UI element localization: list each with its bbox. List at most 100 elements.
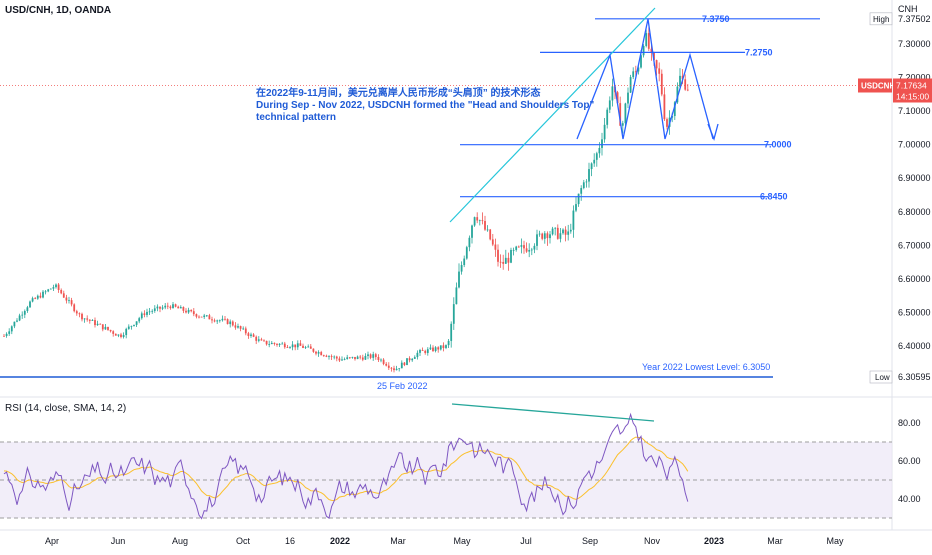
candle (153, 305, 156, 313)
level-label-6.8450: 6.8450 (760, 192, 788, 202)
candle-body (387, 365, 390, 368)
candle-body (164, 305, 167, 308)
rsi-tick-label: 40.00 (898, 494, 921, 504)
time-tick-label: Nov (644, 536, 661, 546)
candle-body (562, 229, 564, 234)
last-price-value: 7.17634 (896, 80, 927, 90)
candle-body (315, 351, 317, 354)
candle-body (413, 357, 416, 359)
candle-body (523, 245, 525, 249)
candle-body (75, 311, 78, 314)
candle-body (364, 355, 367, 360)
candle (629, 74, 632, 93)
candle (419, 348, 421, 356)
candle-body (255, 336, 258, 341)
candle (632, 67, 635, 80)
candle (49, 288, 52, 290)
candle (127, 324, 130, 330)
candle-body (593, 159, 596, 164)
candle (341, 356, 343, 361)
candle (247, 331, 250, 339)
candle (231, 320, 234, 327)
candle (590, 162, 593, 177)
candle-body (120, 334, 122, 337)
candle (195, 313, 198, 319)
candle (39, 292, 42, 299)
candle (686, 83, 689, 92)
candle (645, 29, 648, 48)
candle-body (330, 356, 333, 357)
candle (135, 321, 138, 327)
time-tick-label: Apr (45, 536, 59, 546)
candle (369, 353, 372, 360)
candle-body (442, 345, 445, 348)
candle-body (172, 304, 174, 309)
candle (497, 244, 499, 267)
candle-body (216, 320, 219, 322)
candle (348, 356, 351, 359)
candle (161, 305, 164, 311)
candle (489, 228, 492, 241)
candle-body (559, 233, 562, 239)
candle (130, 325, 133, 330)
level-label-7.0000: 7.0000 (764, 140, 792, 150)
candle-body (372, 354, 375, 358)
time-tick-label: 2022 (330, 536, 350, 546)
candle (367, 351, 369, 360)
candle (255, 335, 258, 345)
candle-body (590, 163, 593, 170)
candle (133, 324, 135, 327)
candle-body (484, 221, 486, 230)
price-tick-label: 6.70000 (898, 240, 931, 250)
candle (281, 341, 284, 345)
candle (403, 362, 406, 367)
candle-body (10, 326, 13, 332)
candle (169, 305, 172, 310)
candle-body (673, 102, 676, 117)
candle-body (47, 289, 50, 292)
candle-body (250, 334, 252, 336)
candle (117, 334, 120, 338)
rsi-tick-label: 60.00 (898, 456, 921, 466)
candle (510, 247, 512, 264)
candle (317, 350, 320, 357)
candle-body (538, 233, 541, 235)
time-tick-label: May (826, 536, 844, 546)
candle-body (504, 257, 507, 264)
candle-body (637, 67, 640, 72)
candle-body (244, 328, 247, 334)
candle (289, 346, 291, 349)
rsi-tick-label: 80.00 (898, 418, 921, 428)
candle (26, 305, 29, 313)
candle (377, 354, 380, 363)
candle (437, 346, 440, 353)
candle (242, 326, 245, 330)
candle-body (325, 355, 328, 357)
candle (52, 284, 55, 291)
candle (263, 339, 265, 342)
candle-body (455, 287, 458, 305)
candle-body (125, 328, 128, 336)
candle-body (286, 347, 289, 348)
candle (18, 313, 21, 322)
candle (198, 315, 200, 319)
candle-body (174, 304, 177, 307)
candle-body (481, 220, 484, 222)
candle (99, 323, 102, 325)
level-label-7.2750: 7.2750 (745, 47, 773, 57)
candle (351, 356, 354, 359)
candle (679, 68, 681, 88)
candle (112, 330, 115, 337)
candle (10, 325, 13, 335)
candle-body (65, 297, 68, 301)
candle (21, 311, 24, 319)
candle (562, 228, 564, 235)
candle (151, 309, 154, 314)
candle (624, 102, 627, 126)
candle (603, 118, 606, 143)
candle (338, 356, 341, 362)
candle (439, 345, 442, 351)
candle (400, 360, 403, 369)
